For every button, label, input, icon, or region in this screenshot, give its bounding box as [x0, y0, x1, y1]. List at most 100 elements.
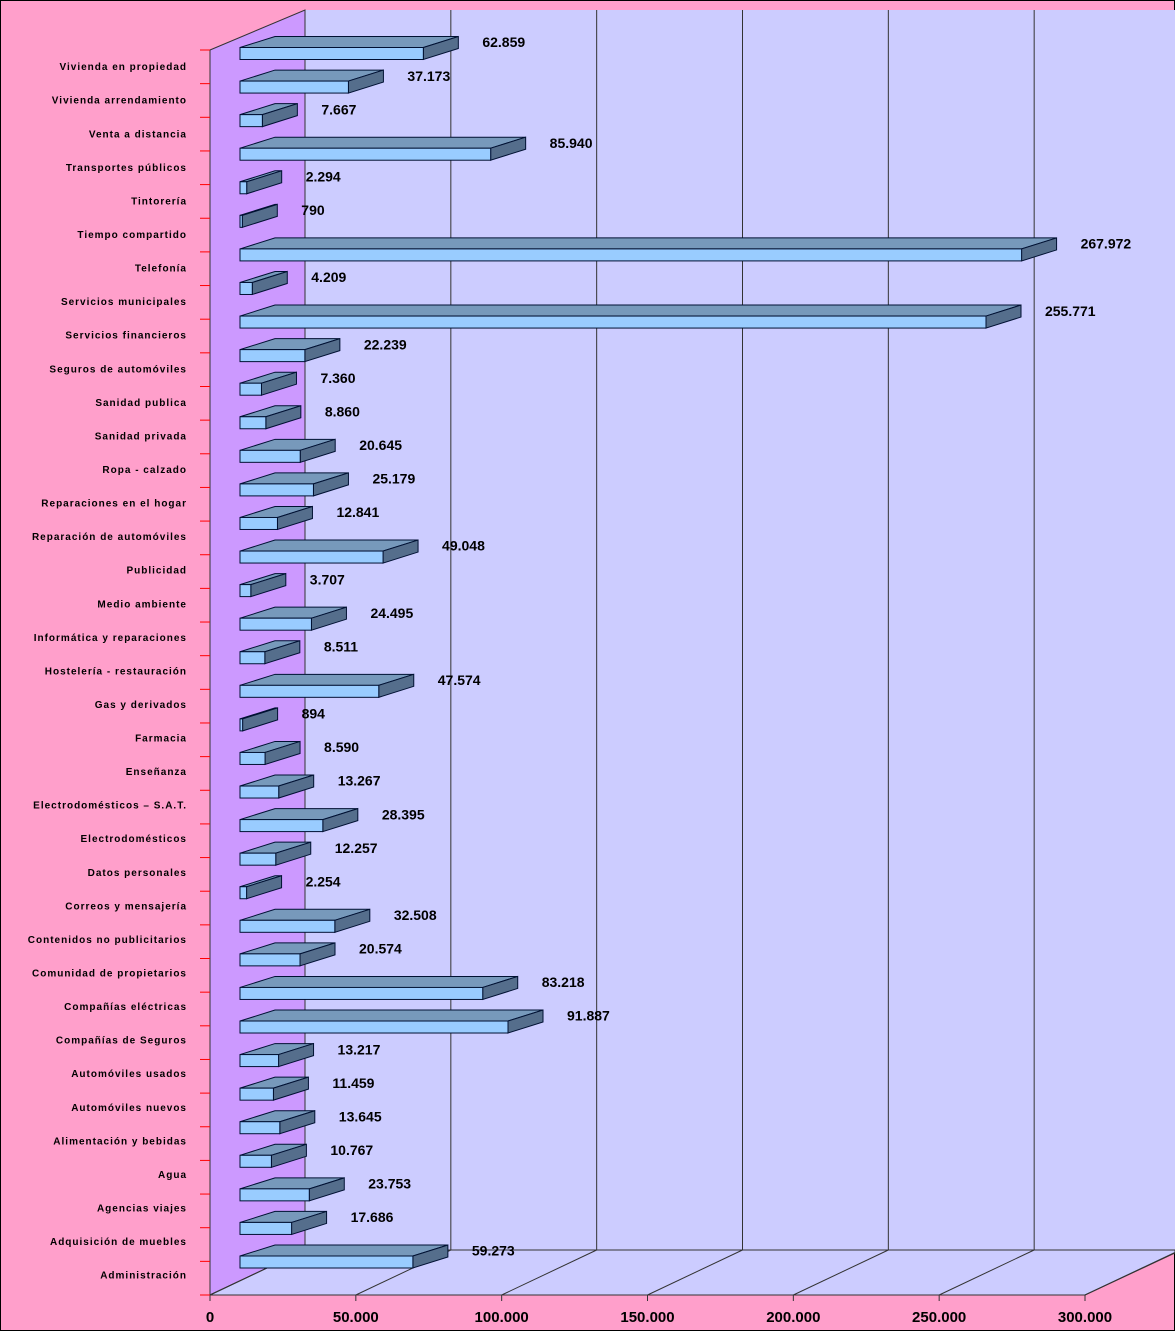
y-tick-label: Tiempo compartido — [77, 230, 187, 241]
bar-front — [239, 919, 336, 933]
bar-front — [239, 751, 266, 765]
bar — [239, 170, 283, 195]
y-tick-label: Agencias viajes — [97, 1204, 187, 1215]
y-tick-label: Venta a distancia — [89, 129, 187, 140]
bar — [239, 1244, 449, 1269]
bar — [239, 69, 384, 94]
floor-grid-line — [938, 1249, 1035, 1296]
bar — [239, 505, 313, 531]
bar — [239, 1076, 309, 1101]
value-label: 11.459 — [332, 1075, 374, 1091]
bar-front — [239, 516, 278, 530]
bar — [239, 472, 349, 497]
value-label: 2.294 — [306, 168, 341, 184]
bar — [239, 908, 371, 933]
bar-front — [239, 281, 253, 295]
y-tick-label: Reparación de automóviles — [32, 532, 187, 543]
bar-front — [239, 80, 349, 94]
value-label: 49.048 — [442, 538, 485, 554]
bar — [239, 1177, 345, 1202]
y-tick-label: Correos y mensajería — [65, 901, 187, 912]
bar-front — [239, 852, 277, 866]
value-label: 28.395 — [382, 806, 425, 822]
y-tick-label: Farmacia — [135, 734, 187, 745]
bar-front — [239, 785, 280, 799]
bar — [239, 774, 315, 799]
value-label: 790 — [301, 202, 325, 218]
bar — [239, 673, 415, 699]
bar-front — [239, 584, 252, 598]
y-tick-label: Reparaciones en el hogar — [41, 499, 187, 510]
bar-front — [239, 214, 243, 228]
bar-front — [239, 684, 380, 698]
value-label: 12.841 — [336, 504, 379, 520]
bar-front — [239, 819, 324, 833]
bar — [239, 707, 279, 732]
value-label: 91.887 — [567, 1008, 610, 1024]
bar — [239, 875, 283, 900]
value-label: 85.940 — [550, 135, 593, 151]
y-tick-label: Compañías eléctricas — [64, 1002, 187, 1013]
y-tick-label: Publicidad — [126, 566, 187, 577]
bar — [239, 136, 527, 161]
value-label: 4.209 — [311, 269, 346, 285]
bar — [239, 237, 1058, 262]
y-tick-label: Compañías de Seguros — [56, 1036, 187, 1047]
y-tick-label: Tintorería — [131, 196, 187, 207]
y-tick-label: Alimentación y bebidas — [53, 1136, 187, 1147]
bar-front — [239, 1255, 414, 1269]
bar-front — [239, 1054, 280, 1068]
value-label: 12.257 — [335, 840, 378, 856]
bar-front — [239, 550, 384, 564]
floor-grid-line — [647, 1249, 743, 1296]
bar — [239, 572, 287, 598]
value-label: 83.218 — [542, 974, 585, 990]
bar — [239, 371, 297, 396]
bar-front — [239, 382, 262, 396]
value-label: 10.767 — [330, 1142, 373, 1158]
bar — [239, 1042, 315, 1068]
value-label: 32.508 — [394, 907, 437, 923]
bar-front — [239, 181, 248, 195]
bar-top — [239, 304, 1022, 317]
value-label: 23.753 — [368, 1176, 411, 1192]
bar — [239, 1009, 544, 1034]
bar-front — [239, 617, 312, 631]
bar-front — [239, 114, 263, 128]
value-label: 7.667 — [321, 101, 356, 117]
bar — [239, 942, 336, 967]
bar-front — [239, 248, 1023, 262]
bar-front — [239, 986, 484, 1000]
value-label: 24.495 — [370, 605, 413, 621]
value-label: 59.273 — [472, 1243, 515, 1259]
value-label: 22.239 — [364, 336, 407, 352]
y-tick-label: Gas y derivados — [95, 700, 187, 711]
x-tick-label: 100.000 — [475, 1309, 529, 1326]
y-tick-label: Enseñanza — [126, 767, 187, 778]
bar-front — [239, 953, 301, 967]
bar-front — [239, 1087, 274, 1101]
y-tick-label: Adquisición de muebles — [50, 1237, 187, 1248]
value-label: 25.179 — [372, 471, 415, 487]
floor-grid-line — [1084, 1251, 1175, 1296]
y-tick-label: Automóviles nuevos — [71, 1103, 187, 1114]
y-tick-label: Sanidad publica — [95, 398, 187, 409]
y-tick-label: Seguros de automóviles — [49, 364, 187, 375]
y-tick-label: Comunidad de propietarios — [32, 969, 187, 980]
value-label: 3.707 — [310, 571, 345, 587]
value-label: 17.686 — [351, 1209, 394, 1225]
bar — [239, 740, 301, 766]
bar — [239, 841, 312, 866]
y-tick-label: Ropa - calzado — [102, 465, 187, 476]
bar — [239, 539, 419, 564]
bar — [239, 102, 298, 128]
value-label: 7.360 — [320, 370, 355, 386]
y-tick-label: Vivienda arrendamiento — [52, 96, 187, 107]
bar-top — [239, 237, 1057, 250]
floor-grid-line — [793, 1249, 889, 1296]
bar-front — [239, 315, 987, 329]
bar-front — [239, 449, 301, 463]
bar-front — [239, 1188, 310, 1202]
bar-front — [239, 47, 424, 60]
value-label: 62.859 — [482, 34, 525, 50]
